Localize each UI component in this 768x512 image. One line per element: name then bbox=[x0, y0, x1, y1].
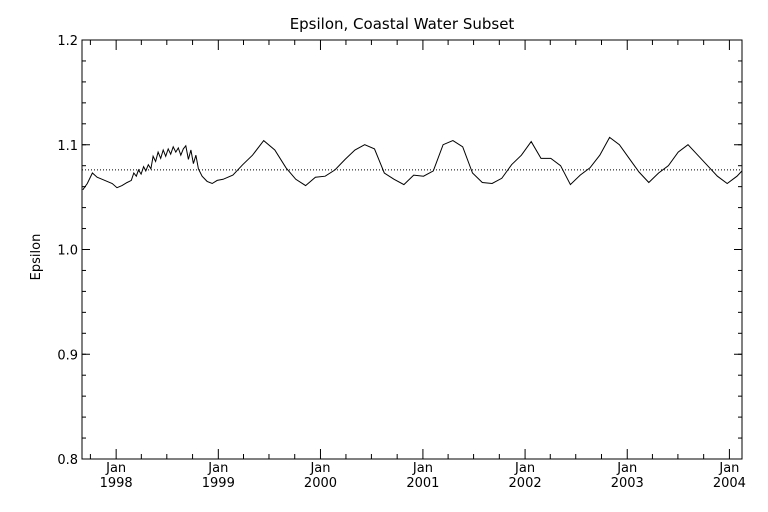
x-tick-month-label: Jan bbox=[514, 461, 535, 476]
x-tick-month-label: Jan bbox=[412, 461, 433, 476]
x-tick-year-label: 1998 bbox=[100, 476, 133, 491]
y-tick-label: 0.8 bbox=[57, 453, 78, 468]
x-tick-month-label: Jan bbox=[105, 461, 126, 476]
chart-title: Epsilon, Coastal Water Subset bbox=[290, 15, 515, 33]
x-tick-year-label: 2004 bbox=[713, 476, 746, 491]
x-tick-year-label: 2001 bbox=[406, 476, 439, 491]
x-tick-month-label: Jan bbox=[616, 461, 637, 476]
x-tick-month-label: Jan bbox=[207, 461, 228, 476]
y-axis-label: Epsilon bbox=[29, 234, 44, 281]
series-line-0 bbox=[82, 136, 743, 191]
x-tick-year-label: 2003 bbox=[611, 476, 644, 491]
y-tick-label: 0.9 bbox=[57, 348, 78, 363]
y-tick-label: 1.1 bbox=[57, 139, 78, 154]
x-tick-year-label: 1999 bbox=[202, 476, 235, 491]
plot-frame bbox=[81, 39, 743, 460]
x-tick-year-label: 2000 bbox=[304, 476, 337, 491]
x-tick-month-label: Jan bbox=[309, 461, 330, 476]
x-tick-year-label: 2002 bbox=[509, 476, 542, 491]
y-tick-label: 1.2 bbox=[57, 34, 78, 49]
y-tick-label: 1.0 bbox=[57, 244, 78, 259]
x-tick-month-label: Jan bbox=[718, 461, 739, 476]
